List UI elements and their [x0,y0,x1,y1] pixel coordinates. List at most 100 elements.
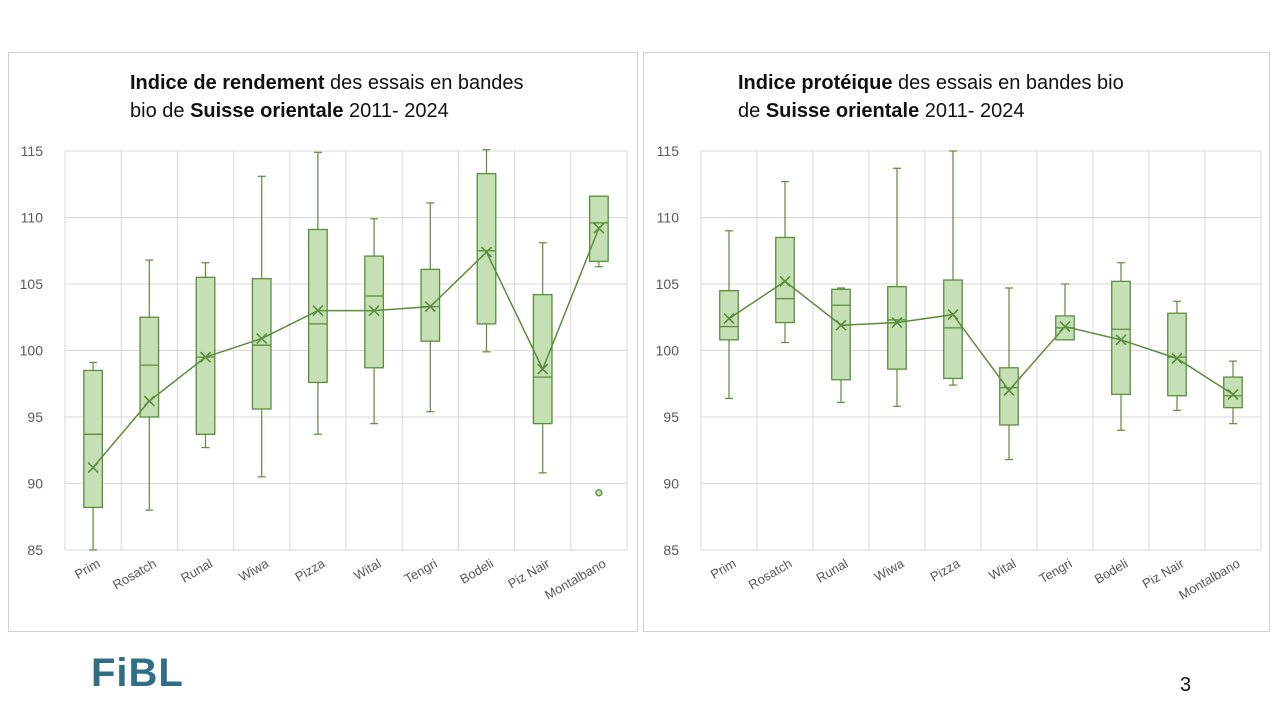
box-wital [999,287,1019,461]
x-category-label: Pizza [292,555,328,584]
iqr-box [195,276,216,435]
x-category-label: Bodeli [457,556,496,587]
box-piz-nair [532,242,553,474]
box-pizza [307,151,328,435]
mean-marker [256,332,268,345]
yield-chart-panel: Indice de rendement des essais en bandes… [8,52,638,632]
title-part: Indice de rendement [130,72,325,94]
box-rosatch [775,180,795,344]
y-tick-label: 115 [21,143,44,159]
x-category-label: Piz Nair [505,555,552,591]
mean-marker [1003,384,1015,396]
title-part: 2011- 2024 [343,100,449,122]
y-tick-label: 110 [657,210,680,226]
iqr-box [1167,312,1187,397]
iqr-box [476,172,497,325]
fibl-logo: FiBL [91,651,184,695]
mean-marker [1171,352,1183,365]
mean-marker [424,301,436,313]
title-part: Indice protéique [738,72,893,94]
x-category-label: Rosatch [746,556,795,593]
iqr-box [307,228,328,384]
x-category-label: Wital [986,556,1019,583]
mean-marker [143,395,155,407]
y-tick-label: 105 [20,276,44,292]
mean-marker [1227,388,1239,400]
box-wiwa [251,175,272,478]
y-tick-label: 90 [663,476,679,492]
x-category-label: Runal [814,556,851,586]
outlier-point [595,489,603,497]
box-rosatch [139,259,160,511]
box-tengri [1055,283,1075,341]
box-bodeli [1111,262,1131,431]
box-wiwa [887,167,907,407]
iqr-box [364,255,385,369]
protein-box-plot: 85 90 95 100 105 110 115 Prim Rosatch Runal Wiwa Pi… [656,143,1262,603]
mean-marker [199,351,212,363]
x-category-label: Prim [72,556,103,582]
box-bodeli [476,149,497,353]
x-category-label: Runal [178,556,215,586]
iqr-box [1223,376,1243,409]
x-category-label: Rosatch [110,556,159,593]
mean-marker [1115,334,1127,346]
mean-marker [891,317,903,329]
title-part: Suisse orientale [190,100,344,122]
y-tick-label: 95 [27,409,43,425]
box-wital [364,218,385,425]
mean-marker [723,313,735,325]
x-category-label: Wital [351,556,384,583]
mean-marker [835,319,847,331]
mean-line [728,280,1234,396]
protein-chart-panel: Indice protéique des essais en bandes bi… [643,52,1270,632]
y-tick-label: 90 [27,476,43,492]
page-number: 3 [1180,674,1192,696]
mean-marker [480,246,493,258]
x-category-label: Prim [708,556,739,582]
iqr-box [83,369,104,509]
iqr-box [251,278,272,410]
iqr-box [420,268,441,342]
protein-chart-title: Indice protéique des essais en bandes bi… [738,69,1124,125]
mean-marker [537,363,549,375]
x-category-label: Tengri [402,556,440,587]
x-category-label: Montalbano [1176,556,1242,603]
x-category-label: Wiwa [236,555,272,584]
x-category-label: Tengri [1036,556,1074,587]
title-part: 2011- 2024 [919,100,1025,122]
x-category-label: Montalbano [542,556,608,603]
box-montalbano [588,195,609,497]
x-category-label: Piz Nair [1140,555,1187,591]
title-part: de [738,100,766,122]
iqr-box [719,289,739,341]
mean-marker [593,222,605,234]
y-tick-label: 110 [21,210,44,226]
title-part: des essais en bandes bio [892,72,1124,94]
box-pizza [943,150,963,386]
mean-marker [1059,320,1071,333]
iqr-box [831,288,851,381]
mean-marker [368,305,380,317]
iqr-box [775,236,795,324]
mean-marker [947,309,959,321]
iqr-box [139,316,160,418]
title-part: des essais en bandes [324,72,524,94]
iqr-box [943,279,963,380]
x-category-label: Bodeli [1092,556,1131,587]
y-tick-label: 115 [657,143,680,159]
mean-line [92,227,600,469]
title-part: bio de [130,100,191,122]
mean-marker [312,305,324,317]
yield-box-plot: 85 90 95 100 105 110 115 Prim Rosatch Runal Wiwa Pi… [20,143,628,603]
y-tick-label: 100 [20,343,44,359]
y-tick-label: 95 [663,409,679,425]
yield-chart-title: Indice de rendement des essais en bandes… [130,69,524,125]
box-tengri [420,202,441,413]
iqr-box [532,293,553,425]
box-prim [83,361,104,551]
iqr-box [999,367,1019,426]
title-part: Suisse orientale [765,100,920,122]
mean-marker [779,275,791,287]
x-category-label: Pizza [927,555,963,584]
